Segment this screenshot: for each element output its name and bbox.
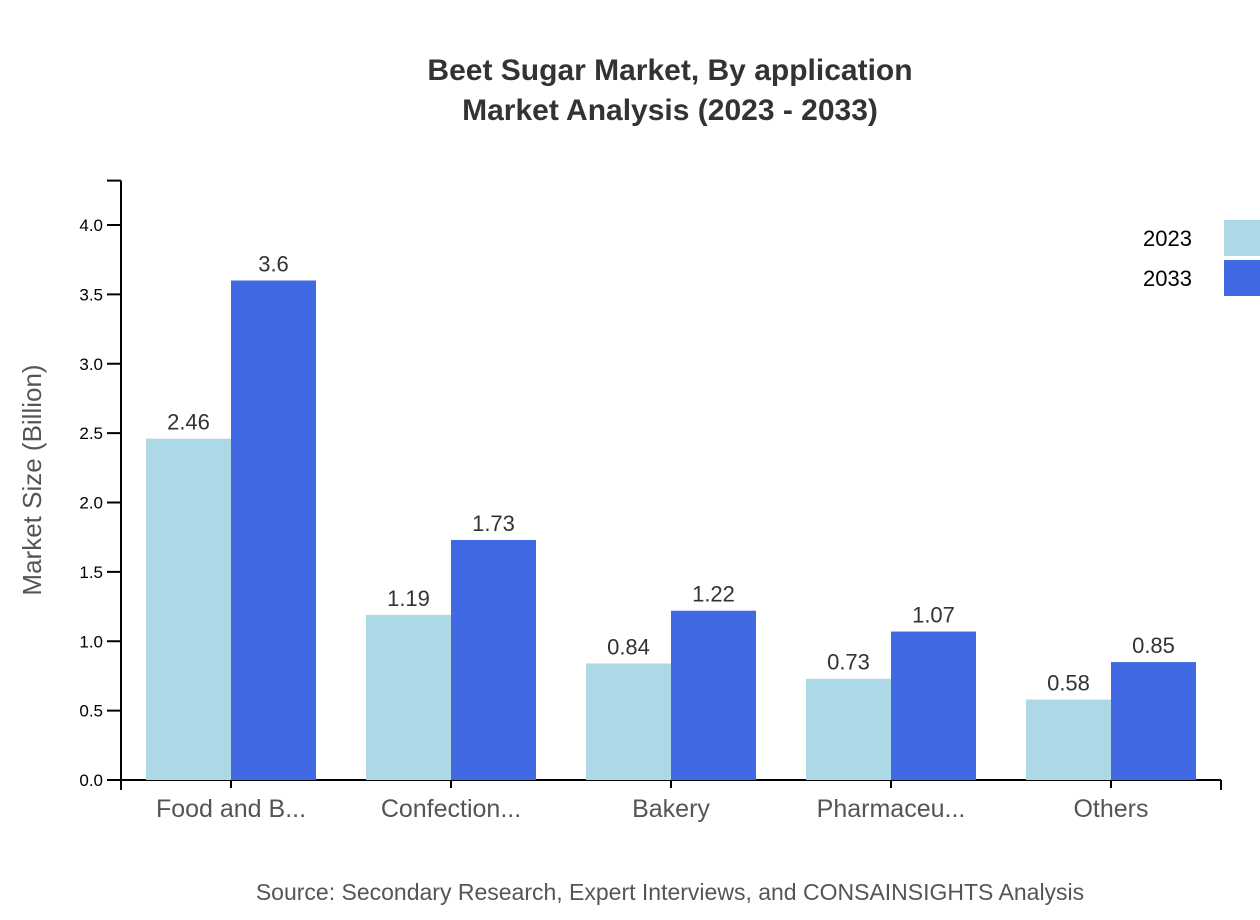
data-label: 0.85 xyxy=(1132,633,1175,658)
y-tick-label: 3.0 xyxy=(79,355,103,374)
chart-title: Beet Sugar Market, By application xyxy=(427,54,912,87)
y-tick-label: 2.5 xyxy=(79,424,103,443)
legend-swatch-2033 xyxy=(1224,260,1260,296)
x-tick-label: Food and B... xyxy=(156,795,306,823)
y-tick-label: 2.0 xyxy=(79,494,103,513)
bar-2023 xyxy=(366,614,451,780)
data-label: 1.07 xyxy=(912,603,955,628)
x-tick-label: Pharmaceu... xyxy=(817,795,966,823)
x-tick-label: Others xyxy=(1073,795,1148,823)
x-tick-label: Confection... xyxy=(381,795,521,823)
bar-2033 xyxy=(891,631,976,780)
bar-2023 xyxy=(806,678,891,780)
data-label: 0.84 xyxy=(607,634,650,659)
y-tick-label: 1.0 xyxy=(79,632,103,651)
bar-2033 xyxy=(451,539,536,780)
bar-2033 xyxy=(671,610,756,780)
source-note: Source: Secondary Research, Expert Inter… xyxy=(256,879,1084,905)
data-label: 1.73 xyxy=(472,511,515,536)
bar-2033 xyxy=(231,280,316,780)
data-label: 1.22 xyxy=(692,582,735,607)
bar-2033 xyxy=(1111,662,1196,780)
data-label: 0.58 xyxy=(1047,671,1090,696)
y-axis-label: Market Size (Billion) xyxy=(17,364,47,595)
y-tick-label: 0.5 xyxy=(79,702,103,721)
chart-subtitle: Market Analysis (2023 - 2033) xyxy=(462,94,878,127)
bar-2023 xyxy=(586,663,671,780)
bar-2023 xyxy=(1026,699,1111,780)
y-tick-label: 3.5 xyxy=(79,285,103,304)
legend-label: 2023 xyxy=(1143,226,1192,251)
legend-label: 2033 xyxy=(1143,266,1192,291)
x-tick-label: Bakery xyxy=(632,795,710,823)
data-label: 3.6 xyxy=(258,252,289,277)
y-tick-label: 0.0 xyxy=(79,771,103,790)
data-label: 2.46 xyxy=(167,410,210,435)
y-tick-label: 4.0 xyxy=(79,216,103,235)
data-label: 0.73 xyxy=(827,650,870,675)
legend-swatch-2023 xyxy=(1224,220,1260,256)
y-tick-label: 1.5 xyxy=(79,563,103,582)
data-label: 1.19 xyxy=(387,586,430,611)
bar-2023 xyxy=(146,438,231,780)
